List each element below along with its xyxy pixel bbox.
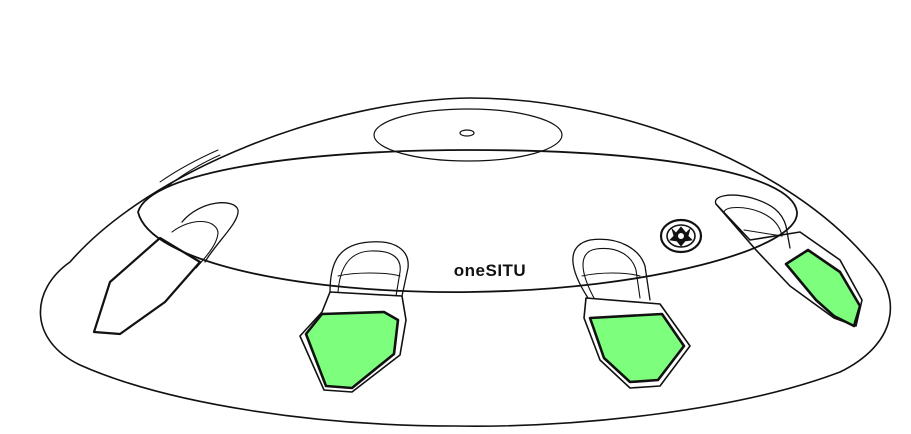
key-center-right bbox=[572, 238, 691, 389]
key-center-left bbox=[299, 241, 409, 393]
key-right-green-cap bbox=[784, 248, 862, 328]
top-ring bbox=[137, 149, 798, 293]
gear-emblem-icon bbox=[659, 218, 703, 254]
key-center-right-green-cap bbox=[588, 312, 686, 384]
key-center-left-green-cap bbox=[304, 310, 400, 390]
key-left-unlit bbox=[92, 202, 239, 336]
brand-label: oneSITU bbox=[454, 261, 526, 280]
dome-body bbox=[39, 97, 892, 427]
top-cap bbox=[373, 108, 563, 162]
key-right bbox=[714, 194, 863, 328]
